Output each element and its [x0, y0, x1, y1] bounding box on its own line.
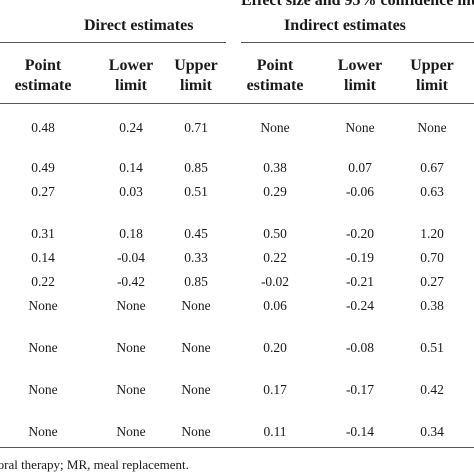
table-cell: -0.24 — [345, 298, 375, 313]
indirect-point-column-header: Point estimate — [230, 56, 320, 96]
direct-upper-column-header: Upper limit — [151, 56, 241, 96]
table-cell: 0.45 — [184, 226, 208, 241]
table-cell: 0.06 — [263, 298, 287, 313]
table-cell: 0.38 — [420, 298, 444, 313]
table-cell: None — [116, 298, 146, 313]
table-cell: 0.07 — [348, 160, 372, 175]
table-cell: 0.03 — [119, 184, 143, 199]
column-header-line: limit — [344, 77, 376, 94]
table-bottom-rule — [0, 447, 474, 448]
table-cell: None — [260, 120, 290, 135]
table-cell: None — [28, 298, 58, 313]
table-cell: 0.67 — [420, 160, 444, 175]
table-cell: None — [417, 120, 447, 135]
table-cell: 0.51 — [420, 340, 444, 355]
table-cell: 0.31 — [31, 226, 55, 241]
table-cell: 0.14 — [31, 250, 55, 265]
indirect-group-rule — [241, 42, 474, 43]
table-cell: 0.38 — [263, 160, 287, 175]
table-cell: None — [28, 340, 58, 355]
table-cell: 0.85 — [184, 160, 208, 175]
table-cell: None — [28, 382, 58, 397]
column-header-line: Upper — [410, 57, 454, 74]
table-cell: 0.49 — [31, 160, 55, 175]
table-cell: 0.24 — [119, 120, 143, 135]
table-cell: 0.20 — [263, 340, 287, 355]
direct-group-rule — [0, 42, 226, 43]
column-header-line: limit — [416, 77, 448, 94]
table-cell: 0.29 — [263, 184, 287, 199]
column-header-line: estimate — [14, 77, 72, 94]
header-bottom-rule — [0, 103, 474, 104]
table-cell: -0.20 — [345, 226, 375, 241]
table-cell: -0.21 — [345, 274, 375, 289]
table-cell: 0.71 — [184, 120, 208, 135]
table-cell: -0.14 — [345, 424, 375, 439]
table-cell: 0.18 — [119, 226, 143, 241]
table-caption: Effect size and 95% confidence inter — [241, 0, 474, 9]
table-cell: 0.27 — [31, 184, 55, 199]
column-header-line: Point — [256, 57, 294, 74]
table-cell: 0.42 — [420, 382, 444, 397]
table-cell: -0.04 — [116, 250, 146, 265]
column-header-line: limit — [180, 77, 212, 94]
indirect-estimates-heading: Indirect estimates — [284, 17, 406, 34]
indirect-upper-column-header: Upper limit — [387, 56, 474, 96]
table-cell: None — [181, 382, 211, 397]
table-cell: 0.50 — [263, 226, 287, 241]
column-header-line: Lower — [337, 57, 383, 74]
table-cell: 0.51 — [184, 184, 208, 199]
table-cell: 0.63 — [420, 184, 444, 199]
table-footnote: ioral therapy; MR, meal replacement. — [0, 457, 189, 472]
table-cell: None — [116, 340, 146, 355]
table-cell: None — [181, 298, 211, 313]
table-cell: None — [181, 340, 211, 355]
column-header-line: Lower — [108, 57, 154, 74]
table-cell: None — [181, 424, 211, 439]
column-header-line: Upper — [174, 57, 218, 74]
table-cell: 0.34 — [420, 424, 444, 439]
table-cell: -0.08 — [345, 340, 375, 355]
table-cell: -0.06 — [345, 184, 375, 199]
direct-lower-column-header: Lower limit — [86, 56, 176, 96]
table-cell: 0.27 — [420, 274, 444, 289]
table-cell: -0.42 — [116, 274, 146, 289]
table-cell: 0.33 — [184, 250, 208, 265]
table-cell: 0.17 — [263, 382, 287, 397]
table-cell: -0.02 — [260, 274, 290, 289]
table-cell: 1.20 — [420, 226, 444, 241]
table-cell: 0.14 — [119, 160, 143, 175]
direct-estimates-heading: Direct estimates — [84, 17, 194, 34]
direct-point-column-header: Point estimate — [0, 56, 88, 96]
column-header-line: limit — [115, 77, 147, 94]
table-cell: None — [116, 382, 146, 397]
table-cell: 0.70 — [420, 250, 444, 265]
table-cell: None — [28, 424, 58, 439]
table-cell: None — [116, 424, 146, 439]
table-cell: 0.22 — [31, 274, 55, 289]
table-cell: -0.17 — [345, 382, 375, 397]
column-header-line: estimate — [246, 77, 304, 94]
table-cell: 0.22 — [263, 250, 287, 265]
table-cell: -0.19 — [345, 250, 375, 265]
indirect-lower-column-header: Lower limit — [315, 56, 405, 96]
table-cell: 0.48 — [31, 120, 55, 135]
table-cell: None — [345, 120, 375, 135]
column-header-line: Point — [24, 57, 62, 74]
table-cell: 0.11 — [263, 424, 287, 439]
table-cell: 0.85 — [184, 274, 208, 289]
